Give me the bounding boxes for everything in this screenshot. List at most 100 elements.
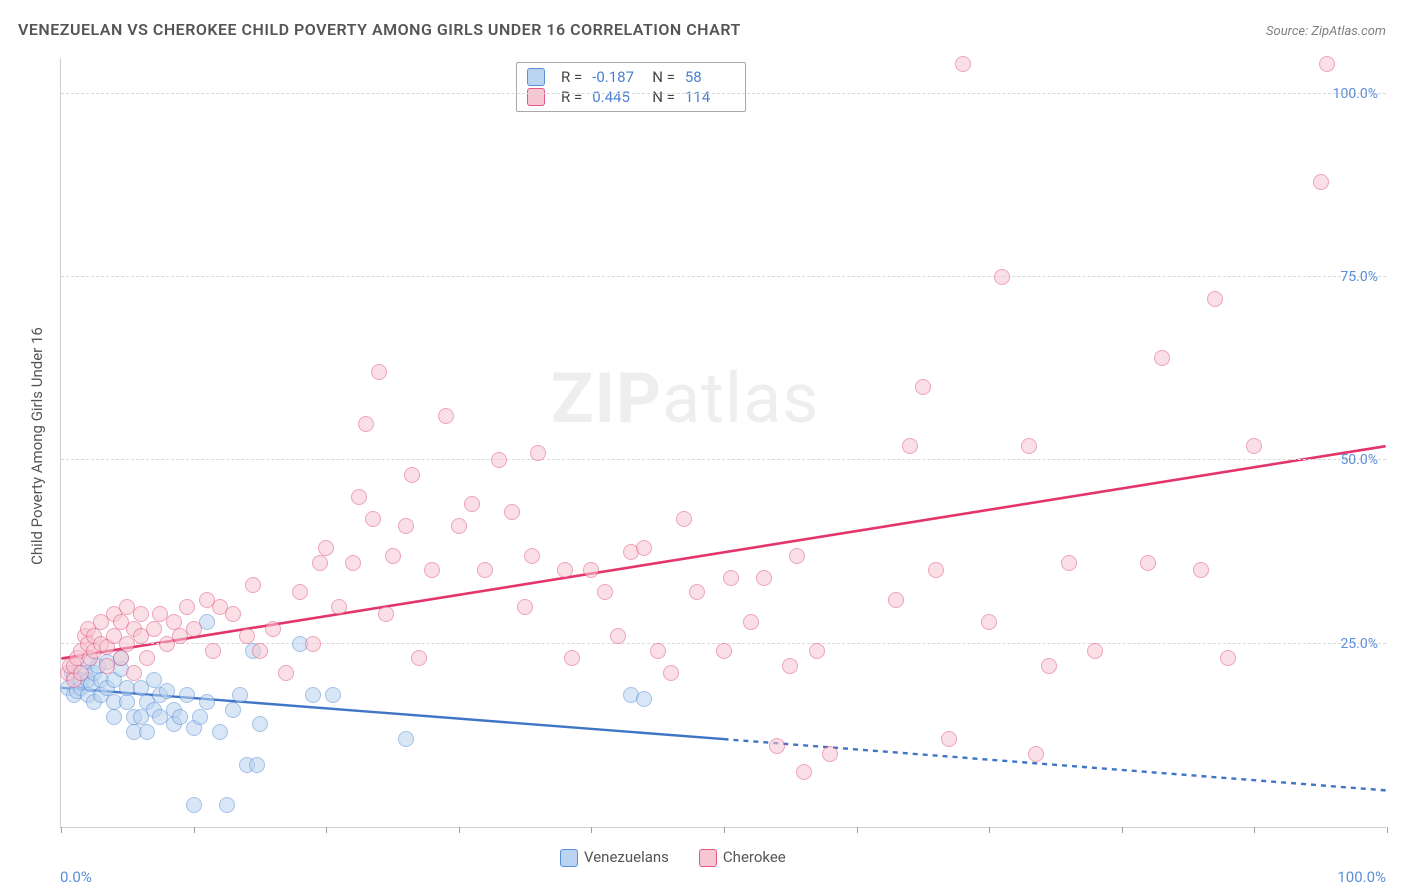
data-point xyxy=(583,562,599,578)
data-point xyxy=(205,643,221,659)
data-point xyxy=(398,518,414,534)
data-point xyxy=(915,379,931,395)
data-point xyxy=(477,562,493,578)
legend-n-value: 58 xyxy=(685,68,735,86)
data-point xyxy=(955,56,971,72)
x-tick xyxy=(989,827,990,833)
data-point xyxy=(789,548,805,564)
x-tick xyxy=(1254,827,1255,833)
data-point xyxy=(769,738,785,754)
data-point xyxy=(517,599,533,615)
data-point xyxy=(351,489,367,505)
data-point xyxy=(365,511,381,527)
gridline xyxy=(61,276,1386,277)
data-point xyxy=(212,724,228,740)
data-point xyxy=(809,643,825,659)
data-point xyxy=(723,570,739,586)
data-point xyxy=(491,452,507,468)
data-point xyxy=(1207,291,1223,307)
data-point xyxy=(179,687,195,703)
data-point xyxy=(994,269,1010,285)
data-point xyxy=(119,694,135,710)
data-point xyxy=(252,716,268,732)
data-point xyxy=(1319,56,1335,72)
source-label: Source: ZipAtlas.com xyxy=(1266,24,1386,39)
legend-swatch xyxy=(527,88,545,106)
data-point xyxy=(610,628,626,644)
data-point xyxy=(1193,562,1209,578)
data-point xyxy=(650,643,666,659)
data-point xyxy=(1140,555,1156,571)
x-tick xyxy=(1122,827,1123,833)
data-point xyxy=(756,570,772,586)
data-point xyxy=(411,650,427,666)
data-point xyxy=(159,683,175,699)
data-point xyxy=(219,797,235,813)
data-point xyxy=(1313,174,1329,190)
data-point xyxy=(371,364,387,380)
data-point xyxy=(663,665,679,681)
legend-label: Venezuelans xyxy=(584,848,669,866)
data-point xyxy=(1028,746,1044,762)
legend-swatch xyxy=(527,68,545,86)
data-point xyxy=(564,650,580,666)
data-point xyxy=(689,584,705,600)
y-tick-label: 50.0% xyxy=(1340,452,1378,468)
data-point xyxy=(278,665,294,681)
correlation-legend: R =-0.187N =58R =0.445N =114 xyxy=(516,62,746,112)
x-tick-label: 0.0% xyxy=(60,868,92,886)
data-point xyxy=(249,757,265,773)
trendline-extrapolated xyxy=(724,739,1386,790)
data-point xyxy=(902,438,918,454)
data-point xyxy=(126,665,142,681)
data-point xyxy=(113,650,129,666)
data-point xyxy=(981,614,997,630)
data-point xyxy=(888,592,904,608)
data-point xyxy=(1021,438,1037,454)
data-point xyxy=(305,687,321,703)
legend-n-value: 114 xyxy=(685,88,735,106)
data-point xyxy=(358,416,374,432)
data-point xyxy=(438,408,454,424)
x-tick xyxy=(459,827,460,833)
data-point xyxy=(166,614,182,630)
data-point xyxy=(378,606,394,622)
x-tick xyxy=(194,827,195,833)
data-point xyxy=(822,746,838,762)
data-point xyxy=(345,555,361,571)
x-tick-label: 100.0% xyxy=(1337,868,1386,886)
data-point xyxy=(451,518,467,534)
legend-swatch xyxy=(560,849,578,867)
data-point xyxy=(1087,643,1103,659)
legend-item: Cherokee xyxy=(699,848,786,867)
data-point xyxy=(232,687,248,703)
data-point xyxy=(530,445,546,461)
data-point xyxy=(941,731,957,747)
legend-r-label: R = xyxy=(561,88,582,106)
data-point xyxy=(796,764,812,780)
data-point xyxy=(404,467,420,483)
data-point xyxy=(179,599,195,615)
data-point xyxy=(928,562,944,578)
data-point xyxy=(636,691,652,707)
data-point xyxy=(1061,555,1077,571)
data-point xyxy=(73,665,89,681)
legend-swatch xyxy=(699,849,717,867)
data-point xyxy=(524,548,540,564)
legend-row: R =0.445N =114 xyxy=(527,87,735,107)
data-point xyxy=(265,621,281,637)
legend-r-value: -0.187 xyxy=(592,68,642,86)
y-axis-title: Child Poverty Among Girls Under 16 xyxy=(28,327,46,565)
data-point xyxy=(398,731,414,747)
data-point xyxy=(199,694,215,710)
data-point xyxy=(133,606,149,622)
data-point xyxy=(331,599,347,615)
trendlines-layer xyxy=(61,58,1386,827)
y-tick-label: 25.0% xyxy=(1340,636,1378,652)
data-point xyxy=(225,702,241,718)
data-point xyxy=(597,584,613,600)
x-tick xyxy=(326,827,327,833)
legend-r-value: 0.445 xyxy=(592,88,642,106)
data-point xyxy=(186,797,202,813)
data-point xyxy=(325,687,341,703)
